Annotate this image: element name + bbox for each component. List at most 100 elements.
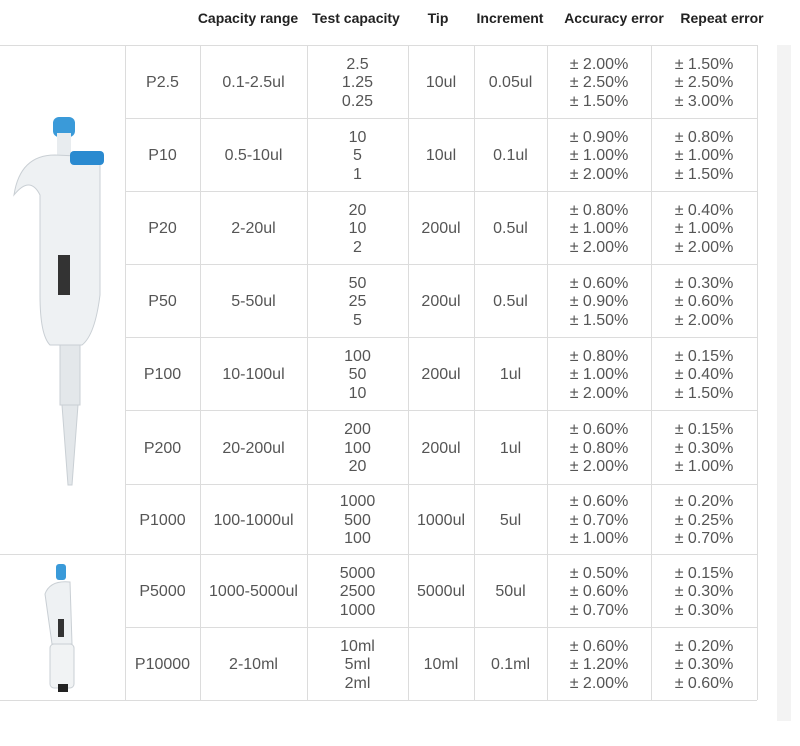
cell-repeat: ± 0.20% ± 0.30% ± 0.60% bbox=[651, 629, 757, 702]
cell-tip: 10ul bbox=[425, 147, 457, 165]
cell-line: 2ml bbox=[344, 674, 371, 692]
cell-line: 100 bbox=[344, 530, 371, 548]
cell-line: 0.25 bbox=[341, 92, 374, 110]
cell-accuracy: ± 0.90% ± 1.00% ± 2.00% bbox=[547, 120, 651, 193]
cell-line: ± 2.00% bbox=[569, 458, 629, 476]
pipette-image-small bbox=[44, 564, 75, 692]
row-border bbox=[125, 627, 757, 628]
cell-line: 100 bbox=[344, 439, 371, 457]
cell-tip: 5000ul bbox=[416, 583, 466, 601]
cell-line: ± 0.30% bbox=[674, 656, 734, 674]
cell-line: ± 1.00% bbox=[569, 366, 629, 384]
cell-range: 10-100ul bbox=[222, 366, 285, 384]
cell-range: 20-200ul bbox=[222, 439, 285, 457]
cell-line: ± 1.50% bbox=[674, 384, 734, 402]
cell-test: 5000 2500 1000 bbox=[307, 556, 408, 629]
cell-line: ± 0.30% bbox=[674, 439, 734, 457]
cell-line: ± 1.50% bbox=[569, 92, 629, 110]
column-border bbox=[125, 45, 126, 700]
column-header: Capacity range bbox=[197, 10, 299, 26]
cell-line: ± 1.00% bbox=[569, 147, 629, 165]
row-border bbox=[0, 45, 757, 46]
cell-line: ± 0.70% bbox=[674, 530, 734, 548]
cell-accuracy: ± 0.50% ± 0.60% ± 0.70% bbox=[547, 556, 651, 629]
cell-repeat: ± 0.20% ± 0.25% ± 0.70% bbox=[651, 486, 757, 556]
cell-line: ± 0.60% bbox=[569, 637, 629, 655]
cell-line: ± 1.00% bbox=[569, 220, 629, 238]
cell-model: P5000 bbox=[139, 583, 186, 601]
row-border bbox=[0, 700, 757, 701]
cell-increment: 1ul bbox=[499, 366, 522, 384]
cell-line: ± 1.00% bbox=[674, 220, 734, 238]
cell-line: ± 0.70% bbox=[569, 601, 629, 619]
cell-range: 0.5-10ul bbox=[224, 147, 283, 165]
cell-line: 1.25 bbox=[341, 74, 374, 92]
column-border bbox=[408, 45, 409, 700]
cell-repeat: ± 0.15% ± 0.40% ± 1.50% bbox=[651, 339, 757, 412]
row-border bbox=[125, 118, 757, 119]
cell-line: ± 0.80% bbox=[569, 201, 629, 219]
cell-line: ± 0.30% bbox=[674, 274, 734, 292]
cell-line: ± 1.50% bbox=[569, 311, 629, 329]
cell-line: ± 0.50% bbox=[569, 564, 629, 582]
cell-tip: 200ul bbox=[421, 220, 461, 238]
cell-increment: 50ul bbox=[495, 583, 526, 601]
cell-repeat: ± 0.15% ± 0.30% ± 0.30% bbox=[651, 556, 757, 629]
cell-line: ± 0.40% bbox=[674, 201, 734, 219]
cell-line: ± 0.70% bbox=[569, 511, 629, 529]
cell-line: 1 bbox=[353, 165, 362, 183]
cell-repeat: ± 0.30% ± 0.60% ± 2.00% bbox=[651, 266, 757, 339]
cell-line: ± 2.00% bbox=[569, 55, 629, 73]
cell-line: ± 0.60% bbox=[674, 293, 734, 311]
cell-tip: 200ul bbox=[421, 366, 461, 384]
cell-repeat: ± 0.40% ± 1.00% ± 2.00% bbox=[651, 193, 757, 266]
cell-line: 5000 bbox=[339, 564, 376, 582]
column-border bbox=[307, 45, 308, 700]
cell-test: 50 25 5 bbox=[307, 266, 408, 339]
cell-line: 20 bbox=[348, 458, 367, 476]
cell-line: ± 0.60% bbox=[569, 583, 629, 601]
cell-tip: 200ul bbox=[421, 293, 461, 311]
cell-line: ± 0.20% bbox=[674, 637, 734, 655]
cell-model: P50 bbox=[148, 293, 177, 311]
cell-line: ± 2.00% bbox=[569, 674, 629, 692]
cell-line: 1000 bbox=[339, 601, 376, 619]
cell-test: 10ml 5ml 2ml bbox=[307, 629, 408, 702]
cell-model: P2.5 bbox=[146, 74, 179, 92]
cell-test: 200 100 20 bbox=[307, 412, 408, 486]
cell-range: 0.1-2.5ul bbox=[222, 74, 285, 92]
cell-line: ± 1.00% bbox=[674, 147, 734, 165]
cell-accuracy: ± 0.60% ± 0.70% ± 1.00% bbox=[547, 486, 651, 556]
cell-line: 2 bbox=[353, 238, 362, 256]
cell-accuracy: ± 0.80% ± 1.00% ± 2.00% bbox=[547, 339, 651, 412]
pipette-image bbox=[13, 117, 104, 486]
cell-line: 2.5 bbox=[346, 55, 369, 73]
cell-line: 500 bbox=[344, 511, 371, 529]
cell-line: ± 0.25% bbox=[674, 511, 734, 529]
cell-line: ± 2.00% bbox=[674, 238, 734, 256]
cell-line: ± 2.50% bbox=[569, 74, 629, 92]
cell-increment: 0.5ul bbox=[493, 293, 528, 311]
row-border bbox=[125, 264, 757, 265]
cell-range: 1000-5000ul bbox=[209, 583, 298, 601]
cell-line: ± 0.90% bbox=[569, 293, 629, 311]
cell-test: 20 10 2 bbox=[307, 193, 408, 266]
column-border bbox=[474, 45, 475, 700]
cell-line: 100 bbox=[344, 347, 371, 365]
cell-line: 20 bbox=[348, 201, 367, 219]
cell-accuracy: ± 0.60% ± 0.90% ± 1.50% bbox=[547, 266, 651, 339]
cell-accuracy: ± 0.60% ± 0.80% ± 2.00% bbox=[547, 412, 651, 486]
column-header: Tip bbox=[427, 10, 449, 26]
cell-accuracy: ± 0.80% ± 1.00% ± 2.00% bbox=[547, 193, 651, 266]
cell-tip: 200ul bbox=[421, 439, 461, 457]
cell-repeat: ± 0.80% ± 1.00% ± 1.50% bbox=[651, 120, 757, 193]
cell-accuracy: ± 2.00% ± 2.50% ± 1.50% bbox=[547, 47, 651, 120]
column-border bbox=[651, 45, 652, 700]
cell-line: 50 bbox=[348, 366, 367, 384]
column-border bbox=[757, 45, 758, 700]
cell-model: P10000 bbox=[134, 656, 191, 674]
cell-repeat: ± 0.15% ± 0.30% ± 1.00% bbox=[651, 412, 757, 486]
cell-line: ± 1.50% bbox=[674, 55, 734, 73]
cell-increment: 0.1ul bbox=[493, 147, 528, 165]
cell-range: 100-1000ul bbox=[213, 511, 294, 529]
